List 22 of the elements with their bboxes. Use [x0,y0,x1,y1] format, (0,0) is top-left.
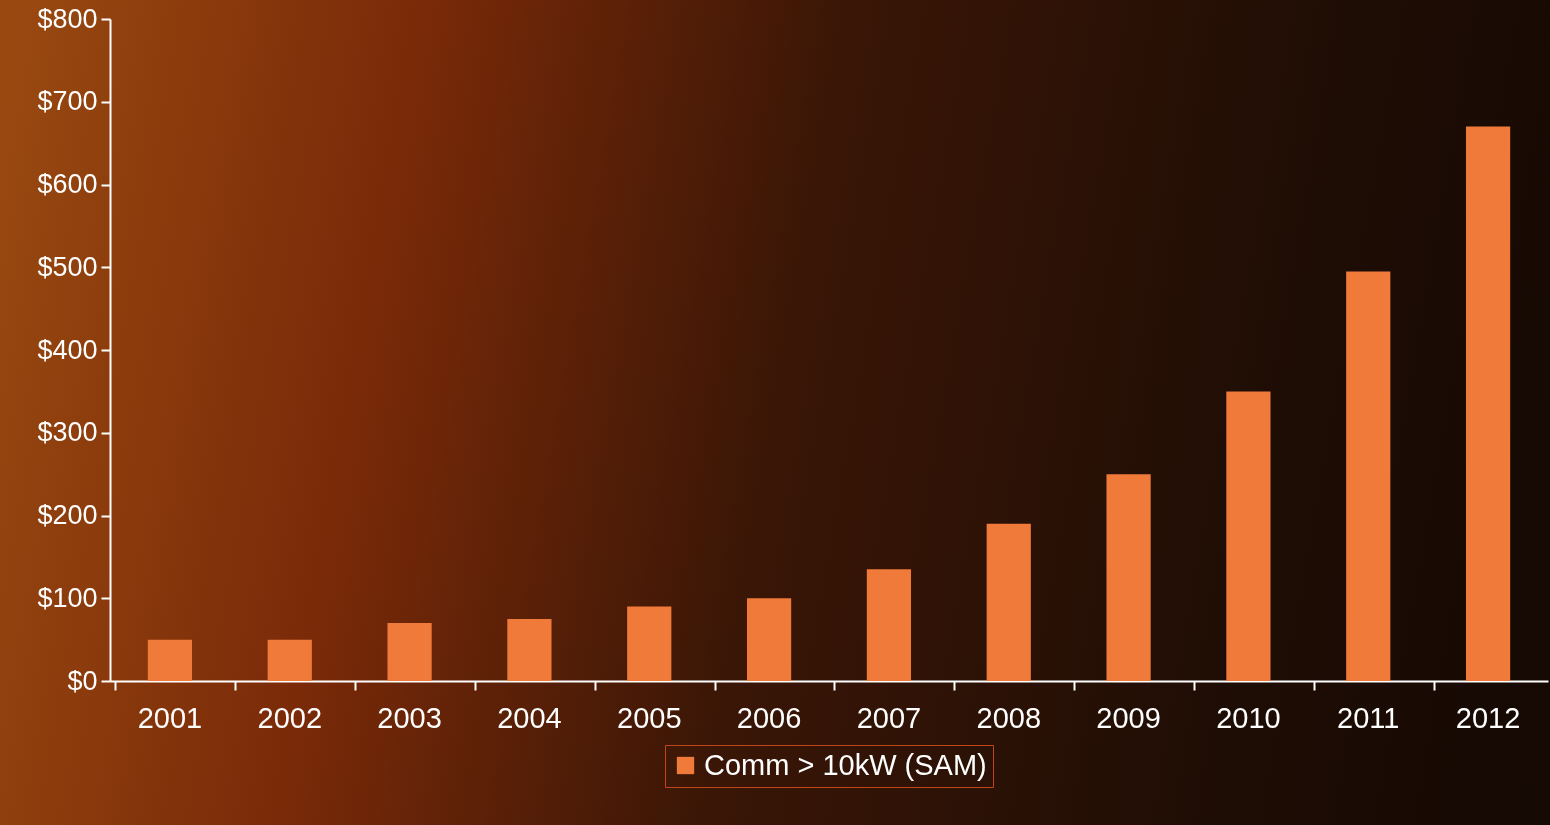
y-tick-label: $800 [37,3,98,34]
x-tick-label: 2002 [257,701,323,734]
x-tick-label: 2003 [377,701,442,734]
x-tick-label: 2001 [137,701,203,734]
x-tick-label: 2010 [1216,701,1281,734]
y-tick-label: $100 [37,582,98,613]
y-tick-label: $600 [37,169,98,199]
x-tick-label: 2007 [856,701,922,734]
y-tick-label: $200 [37,500,98,530]
x-tick-label: 2012 [1455,701,1521,734]
y-tick-label: $500 [37,251,98,282]
legend-label: Comm > 10kW (SAM) [704,748,987,781]
y-tick-label: $700 [37,86,98,117]
y-tick-label: $0 [67,665,98,696]
x-tick-label: 2004 [497,701,562,734]
x-tick-label: 2005 [616,701,682,734]
x-tick-label: 2011 [1337,701,1400,734]
x-tick-label: 2008 [976,701,1042,734]
x-tick-label: 2006 [736,701,802,734]
y-tick-label: $300 [37,417,98,448]
x-tick-label: 2009 [1096,701,1161,734]
y-tick-label: $400 [37,334,98,365]
